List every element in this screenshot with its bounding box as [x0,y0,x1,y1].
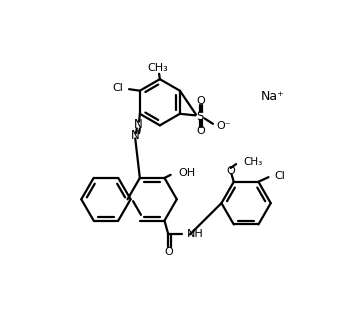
Text: CH₃: CH₃ [147,63,168,73]
Text: N: N [131,129,140,142]
Text: S: S [196,110,203,123]
Text: Cl: Cl [275,170,285,181]
Text: O: O [196,96,205,107]
Text: O: O [196,126,205,136]
Text: NH: NH [187,230,203,240]
Text: O: O [226,166,235,176]
Text: OH: OH [178,168,195,178]
Text: CH₃: CH₃ [243,157,262,167]
Text: N: N [134,118,143,131]
Text: O: O [165,247,174,257]
Text: O⁻: O⁻ [217,121,231,131]
Text: Na⁺: Na⁺ [261,90,285,103]
Text: Cl: Cl [112,83,123,94]
